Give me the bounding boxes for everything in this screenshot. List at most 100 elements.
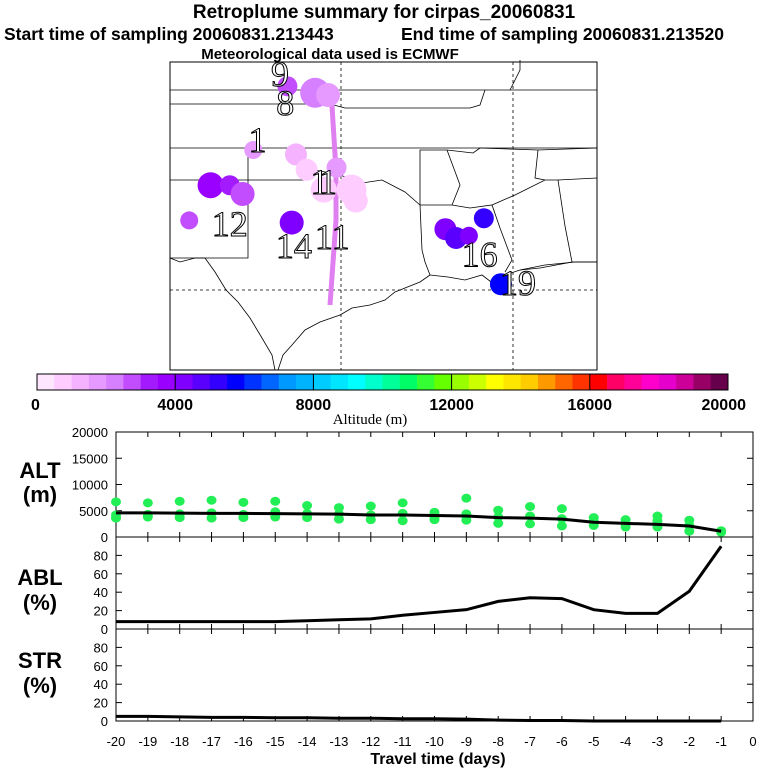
colorbar-swatch	[37, 374, 55, 390]
plume-marker	[279, 210, 304, 235]
colorbar-swatch	[209, 374, 228, 390]
x-axis-label: Travel time (days)	[370, 751, 505, 768]
altitude-sample-point	[238, 497, 249, 507]
x-tick-label: -15	[266, 734, 285, 749]
abl-panel-unit: (%)	[23, 590, 57, 615]
map-frame	[169, 61, 598, 371]
plume-day-label: 8	[276, 83, 294, 123]
colorbar-tick-label: 4000	[157, 397, 193, 414]
x-tick-label: -16	[234, 734, 253, 749]
colorbar-swatch	[278, 374, 297, 390]
colorbar-swatch	[658, 374, 677, 390]
altitude-sample-point	[333, 503, 344, 513]
altitude-sample-point	[556, 521, 567, 531]
altitude-sample-point	[174, 496, 185, 506]
x-tick-label: -7	[524, 734, 536, 749]
state-border	[469, 89, 486, 109]
plume-day-label: 14	[276, 226, 312, 266]
alt-series-line	[116, 511, 722, 533]
x-tick-label: -18	[170, 734, 189, 749]
plume-marker	[343, 188, 368, 213]
plume-marker	[197, 172, 224, 199]
state-border	[479, 147, 546, 181]
colorbar-tick-label: 12000	[429, 397, 474, 414]
alt-panel-unit: (m)	[23, 482, 57, 507]
colorbar-swatch	[88, 374, 107, 390]
state-border	[509, 60, 521, 91]
colorbar-swatch	[313, 374, 331, 390]
altitude-sample-point	[556, 504, 567, 514]
colorbar-swatch	[123, 374, 141, 390]
state-border	[451, 204, 513, 273]
alt-panel-label: ALT	[19, 458, 61, 483]
y-tick-label: 20	[94, 604, 108, 619]
start-time-label: Start time of sampling 20060831.213443	[4, 24, 334, 44]
colorbar-swatch	[175, 374, 193, 390]
x-tick-label: -17	[202, 734, 221, 749]
plume-marker	[310, 176, 337, 203]
altitude-sample-point	[525, 502, 536, 512]
x-tick-label: -5	[588, 734, 600, 749]
altitude-sample-point	[111, 513, 121, 523]
x-tick-label: -2	[684, 734, 696, 749]
colorbar-tick-label: 16000	[568, 397, 613, 414]
altitude-sample-point	[365, 515, 376, 525]
plume-day-label: 11	[315, 217, 350, 257]
colorbar-swatch	[607, 374, 625, 390]
y-tick-label: 0	[101, 622, 108, 637]
altitude-sample-point	[429, 515, 440, 525]
colorbar-swatch	[434, 374, 452, 390]
abl-series-line	[116, 545, 723, 624]
colorbar-swatch	[572, 374, 591, 390]
state-border	[557, 177, 598, 181]
state-border	[419, 149, 447, 205]
plume-day-label: 9	[271, 54, 289, 94]
colorbar-swatch	[451, 374, 470, 390]
str-series-line	[116, 714, 722, 723]
y-tick-label: 15000	[72, 451, 108, 466]
x-tick-label: -6	[556, 734, 568, 749]
colorbar-swatch	[503, 374, 521, 390]
plume-marker	[295, 158, 318, 181]
state-border	[170, 103, 470, 109]
colorbar-swatch	[710, 374, 729, 390]
border-river	[169, 257, 205, 263]
plume-day-label: 19	[500, 263, 536, 303]
y-tick-label: 60	[94, 567, 108, 582]
colorbar-swatch	[555, 374, 573, 390]
colorbar-swatch	[365, 374, 383, 390]
colorbar-swatch	[520, 374, 539, 390]
colorbar-swatch	[140, 374, 159, 390]
plume-marker	[277, 76, 298, 97]
colorbar-swatch	[157, 374, 176, 390]
plume-marker	[230, 182, 255, 206]
colorbar-frame	[36, 373, 729, 391]
colorbar-swatch	[296, 374, 314, 390]
y-tick-label: 40	[94, 585, 108, 600]
plume-day-label: 1	[249, 120, 267, 160]
altitude-sample-point	[716, 527, 727, 537]
y-tick-label: 0	[101, 530, 108, 545]
x-tick-label: -12	[361, 734, 380, 749]
altitude-sample-point	[493, 505, 504, 515]
plume-marker	[284, 143, 307, 166]
colorbar	[36, 373, 729, 391]
altitude-sample-point	[111, 497, 121, 507]
state-border	[420, 149, 461, 206]
colorbar-swatch	[641, 374, 660, 390]
y-tick-label: 20	[94, 696, 108, 711]
str-panel-label: STR	[18, 648, 62, 673]
altitude-sample-point	[142, 498, 153, 508]
altitude-sample-point	[684, 526, 695, 536]
x-tick-label: -8	[492, 734, 504, 749]
str-panel-frame	[115, 628, 754, 722]
x-tick-label: -20	[107, 734, 126, 749]
plume-marker	[326, 157, 347, 178]
altitude-sample-point	[397, 498, 408, 508]
altitude-sample-point	[142, 512, 153, 522]
map-boundaries	[169, 60, 598, 371]
colorbar-swatch	[624, 374, 642, 390]
altitude-sample-point	[206, 495, 217, 505]
